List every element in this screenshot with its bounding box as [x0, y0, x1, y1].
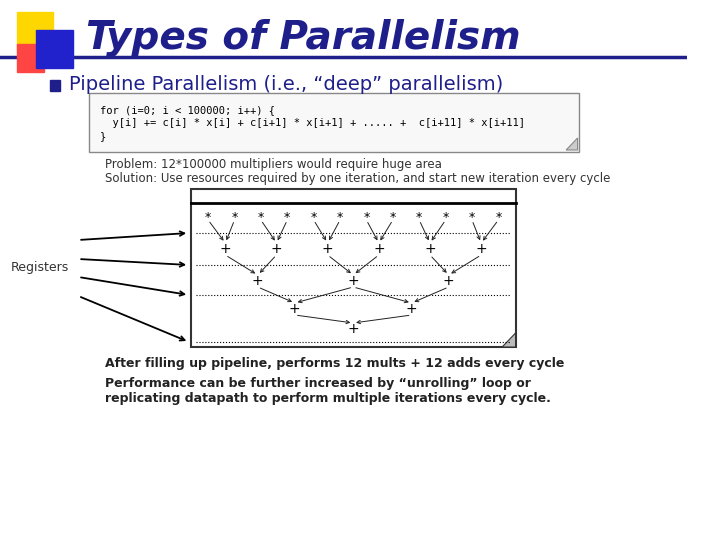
Text: +: + [373, 242, 384, 256]
Text: Solution: Use resources required by one iteration, and start new iteration every: Solution: Use resources required by one … [105, 172, 611, 185]
Text: *: * [390, 211, 396, 224]
Text: *: * [443, 211, 449, 224]
Text: +: + [424, 242, 436, 256]
Bar [17, 12, 53, 50]
Text: *: * [258, 211, 264, 224]
Text: +: + [322, 242, 333, 256]
Bar [191, 189, 516, 347]
Text: +: + [289, 302, 301, 316]
Text: Types of Parallelism: Types of Parallelism [86, 19, 521, 57]
Text: +: + [406, 302, 418, 316]
Text: *: * [416, 211, 423, 224]
Text: }: } [100, 131, 107, 141]
Text: Registers: Registers [11, 261, 69, 274]
Bar [50, 80, 60, 91]
Text: +: + [220, 242, 231, 256]
Text: Pipeline Parallelism (i.e., “deep” parallelism): Pipeline Parallelism (i.e., “deep” paral… [68, 76, 503, 94]
Text: +: + [475, 242, 487, 256]
Text: y[i] += c[i] * x[i] + c[i+1] * x[i+1] + ..... +  c[i+11] * x[i+11]: y[i] += c[i] * x[i] + c[i+1] * x[i+1] + … [100, 118, 526, 128]
Bar [17, 44, 44, 72]
Text: +: + [443, 274, 454, 288]
Text: for (i=0; i < 100000; i++) {: for (i=0; i < 100000; i++) { [100, 105, 275, 115]
Text: +: + [252, 274, 264, 288]
Text: +: + [348, 322, 359, 336]
Text: *: * [310, 211, 317, 224]
Bar [36, 30, 73, 68]
Polygon shape [566, 138, 577, 150]
Text: *: * [205, 211, 211, 224]
FancyBboxPatch shape [89, 93, 580, 152]
Text: *: * [495, 211, 501, 224]
Text: *: * [364, 211, 369, 224]
Polygon shape [502, 333, 516, 347]
Text: Problem: 12*100000 multipliers would require huge area: Problem: 12*100000 multipliers would req… [105, 158, 442, 171]
Text: Performance can be further increased by “unrolling” loop or
replicating datapath: Performance can be further increased by … [105, 377, 551, 405]
Text: +: + [271, 242, 282, 256]
Text: *: * [284, 211, 290, 224]
Text: *: * [469, 211, 475, 224]
Text: *: * [337, 211, 343, 224]
Text: *: * [231, 211, 238, 224]
Text: After filling up pipeline, performs 12 mults + 12 adds every cycle: After filling up pipeline, performs 12 m… [105, 357, 564, 370]
Text: +: + [348, 274, 359, 288]
